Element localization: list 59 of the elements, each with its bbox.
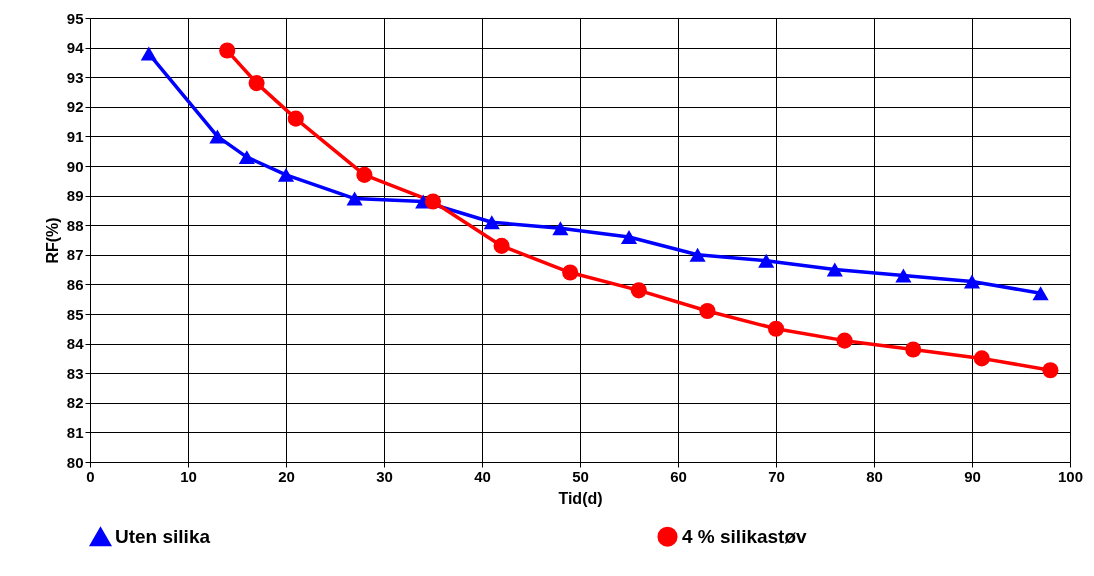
y-tick-label: 86 <box>66 275 84 293</box>
point <box>836 332 853 349</box>
x-tick-label: 10 <box>180 467 197 485</box>
point <box>630 282 647 299</box>
x-tick-label: 100 <box>1057 467 1084 485</box>
x-tick-label: 60 <box>670 467 687 485</box>
point <box>963 274 981 289</box>
point <box>758 253 775 268</box>
legend-label: Uten silika <box>115 526 211 548</box>
point <box>238 150 255 165</box>
y-tick-label: 83 <box>66 364 84 382</box>
point <box>248 75 265 92</box>
y-tick-label: 94 <box>66 39 85 57</box>
point <box>699 302 716 320</box>
point <box>826 262 843 277</box>
y-tick-label: 95 <box>66 9 84 27</box>
x-tick-label: 90 <box>964 467 981 485</box>
y-tick-label: 80 <box>66 453 84 471</box>
point <box>287 110 304 127</box>
y-tick-label: 91 <box>66 127 84 145</box>
point <box>562 264 579 281</box>
point <box>767 320 785 337</box>
point <box>424 193 442 210</box>
x-tick-label: 40 <box>474 467 491 485</box>
x-tick-label: 30 <box>376 467 393 485</box>
y-tick-label: 87 <box>66 246 84 264</box>
point <box>1032 286 1049 301</box>
legend-label: 4 % silikastøv <box>682 525 808 547</box>
y-tick-label: 93 <box>66 68 84 86</box>
y-tick-label: 85 <box>66 305 84 323</box>
x-axis-title: Tid(d) <box>558 489 603 507</box>
point <box>140 46 157 61</box>
y-tick-label: 92 <box>66 98 84 116</box>
point <box>905 341 922 358</box>
point <box>689 247 706 262</box>
x-tick-label: 80 <box>866 467 883 485</box>
point <box>973 350 990 367</box>
x-tick-label: 20 <box>278 467 295 485</box>
y-tick-label: 90 <box>66 157 84 175</box>
point <box>346 191 363 206</box>
x-tick-label: 70 <box>768 467 785 485</box>
point <box>620 230 638 245</box>
x-tick-label: 50 <box>572 467 589 485</box>
point <box>895 268 912 283</box>
y-tick-label: 84 <box>66 335 85 353</box>
point <box>277 167 295 182</box>
y-tick-label: 82 <box>66 394 84 412</box>
point <box>356 166 373 183</box>
point <box>219 42 236 59</box>
x-tick-label: 0 <box>86 467 95 485</box>
y-tick-label: 81 <box>66 423 84 441</box>
point <box>1042 362 1059 379</box>
y-tick-label: 89 <box>66 187 84 205</box>
point <box>552 221 569 236</box>
point <box>483 215 500 230</box>
y-tick-label: 88 <box>66 216 84 234</box>
point <box>493 237 510 254</box>
point <box>209 129 226 144</box>
y-axis-title: RF(%) <box>43 217 61 264</box>
